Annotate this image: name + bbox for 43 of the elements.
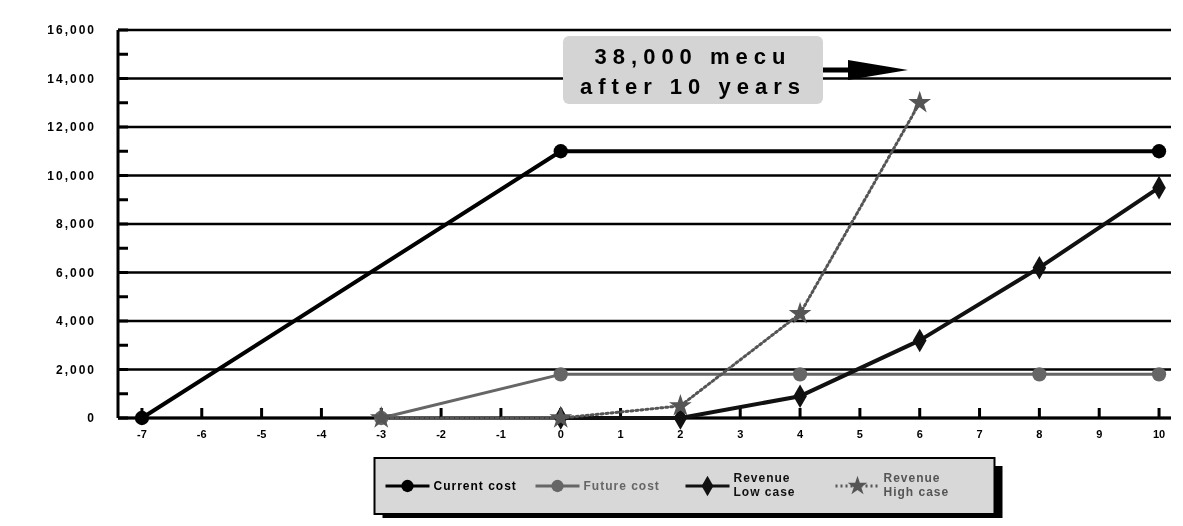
point [908, 90, 932, 113]
point [669, 393, 692, 416]
y-tick-label: 10,000 [47, 168, 96, 183]
y-tick-label: 0 [87, 411, 96, 426]
x-tick-label: 3 [737, 428, 744, 440]
point [553, 367, 568, 382]
y-tick-label: 2,000 [55, 362, 96, 377]
legend-label: Current cost [433, 479, 517, 493]
legend-label: Revenue High case [883, 471, 950, 499]
y-tick-label: 12,000 [47, 120, 96, 135]
point [1151, 144, 1167, 159]
y-tick-label: 6,000 [55, 265, 96, 280]
x-tick-label: -7 [137, 428, 147, 440]
x-tick-label: 2 [677, 428, 684, 440]
point [553, 144, 568, 159]
x-tick-label: 10 [1152, 428, 1166, 440]
y-tick-label: 16,000 [47, 23, 96, 38]
point [792, 367, 808, 382]
x-tick-label: 9 [1096, 428, 1103, 440]
x-tick-label: 1 [617, 428, 624, 440]
x-tick-label: 4 [796, 428, 804, 440]
x-tick-label: -5 [256, 428, 267, 440]
y-tick-label: 8,000 [55, 217, 96, 232]
x-tick-label: 5 [856, 428, 863, 440]
y-tick-label: 4,000 [55, 314, 96, 329]
x-tick-label: 7 [976, 428, 983, 440]
x-tick-label: -4 [316, 428, 328, 440]
y-tick-label: 14,000 [47, 71, 96, 86]
annotation: 38,000 mecu after 10 years [580, 44, 806, 99]
point [788, 301, 812, 324]
legend-label: Future cost [583, 479, 660, 493]
legend-label: Revenue Low case [733, 471, 796, 499]
x-tick-label: 0 [557, 428, 564, 440]
point [549, 406, 573, 428]
point [369, 406, 393, 428]
x-tick-label: 8 [1036, 428, 1043, 440]
x-tick-label: 6 [916, 428, 923, 440]
point [1151, 367, 1167, 382]
point [1032, 367, 1047, 382]
x-tick-label: -2 [436, 428, 446, 440]
x-tick-label: -6 [196, 428, 207, 440]
x-tick-label: -3 [376, 428, 387, 440]
x-tick-label: -1 [496, 428, 506, 440]
